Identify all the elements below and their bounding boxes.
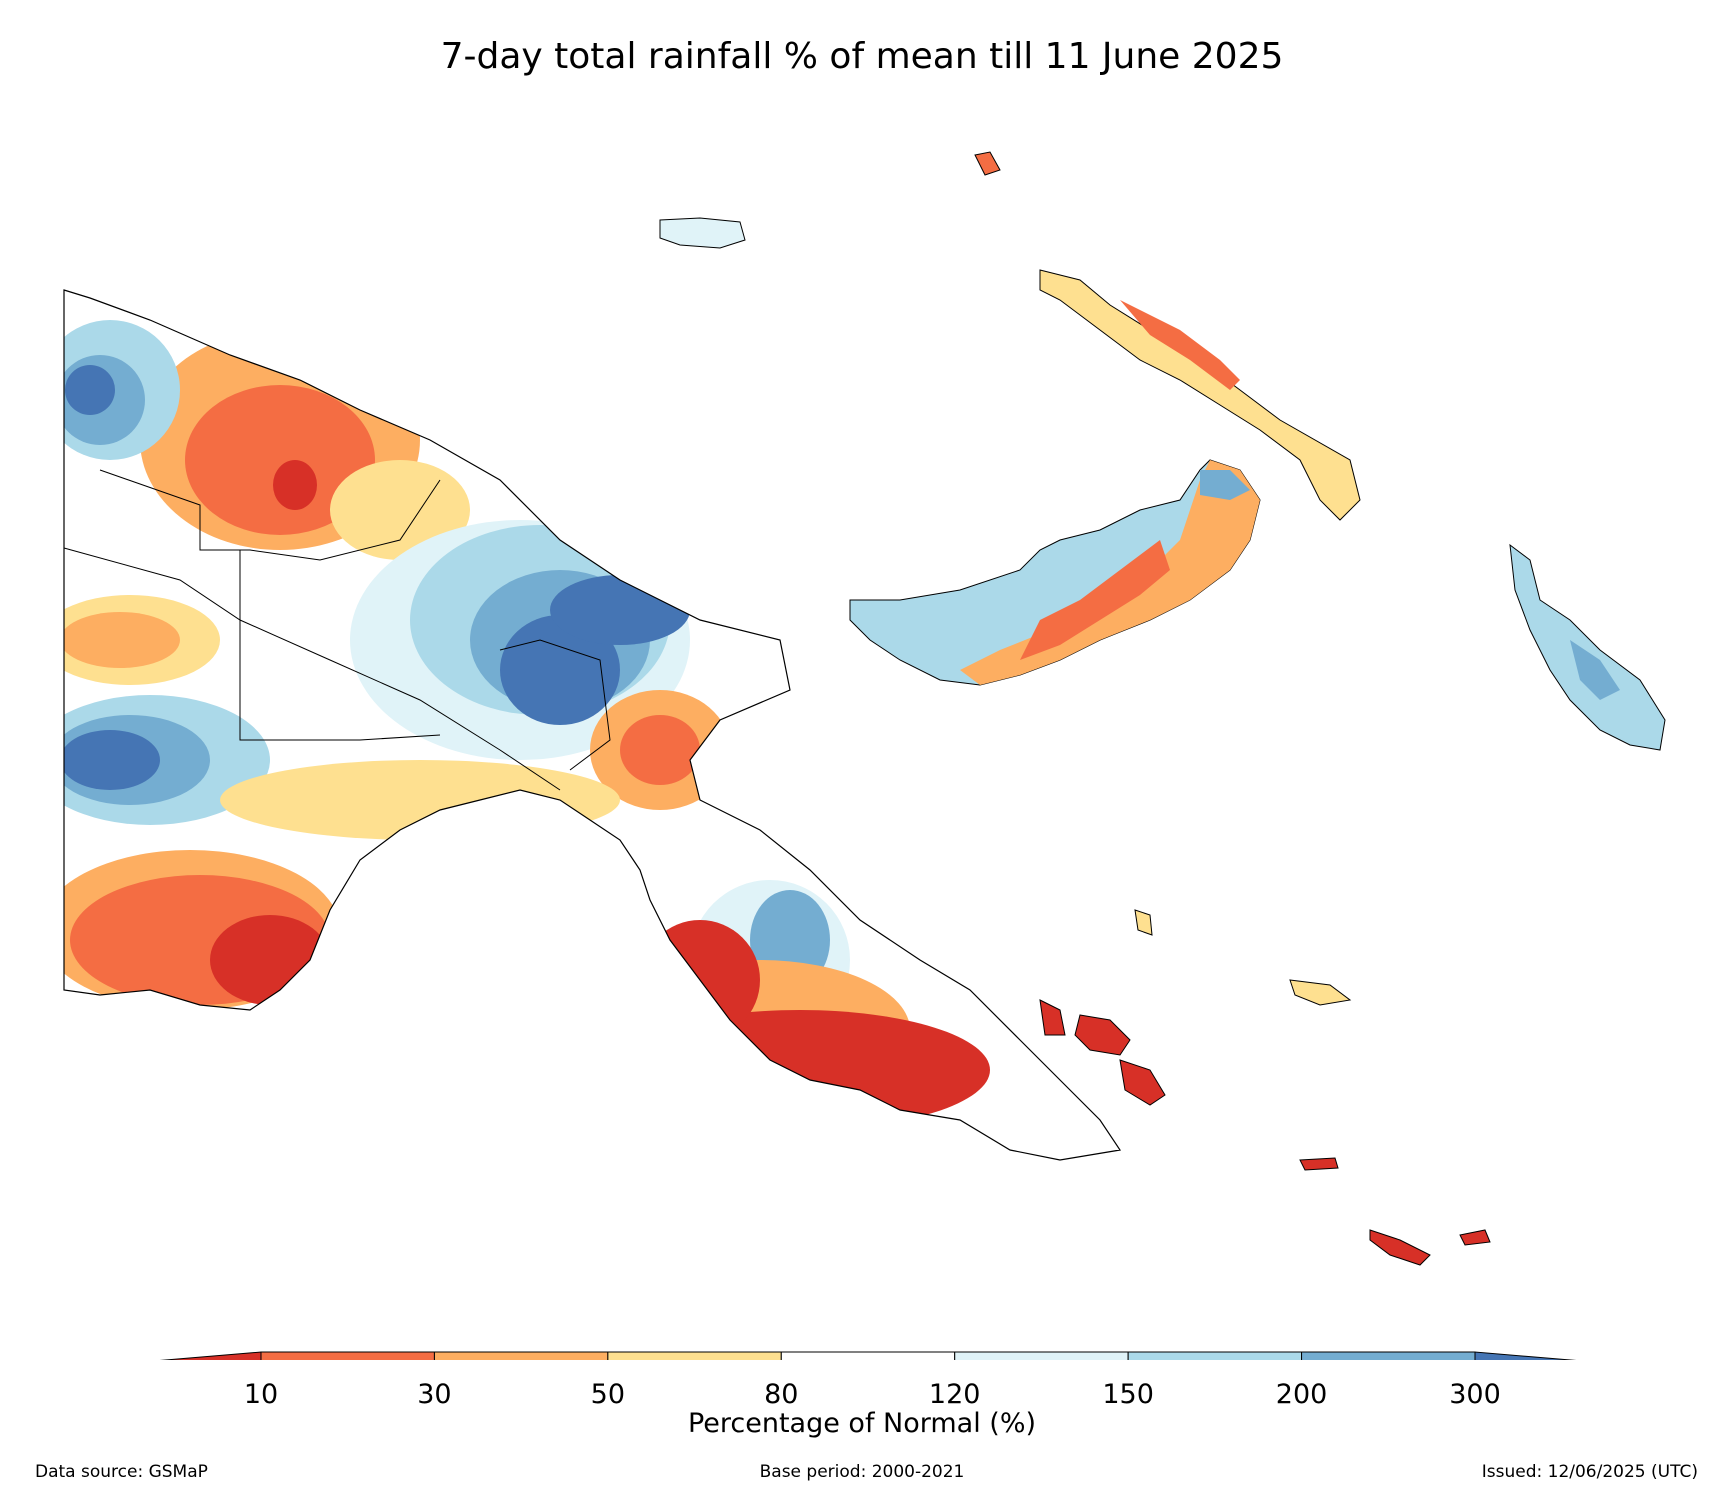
colorbar-tick-label: 150 — [1102, 1379, 1154, 1410]
province-borders — [63, 469, 611, 791]
colorbar-label: Percentage of Normal (%) — [687, 1408, 1037, 1439]
mainland-coastline — [63, 289, 1122, 1161]
colorbar-tick-label: 300 — [1449, 1379, 1501, 1410]
colorbar-extend-low — [159, 1351, 262, 1360]
issued-date: Issued: 12/06/2025 (UTC) — [1481, 1462, 1698, 1482]
colorbar-tick-label: 50 — [590, 1379, 626, 1410]
colorbar-segment — [1301, 1351, 1476, 1360]
chart-title: 7-day total rainfall % of mean till 11 J… — [440, 36, 1284, 77]
colorbar-segment — [780, 1351, 956, 1360]
mainland-rainfall — [64, 290, 1120, 1160]
bougainville-island — [1509, 543, 1666, 751]
data-source: Data source: GSMaP — [35, 1462, 208, 1482]
colorbar-tick-label: 200 — [1275, 1379, 1328, 1410]
colorbar-segment — [607, 1351, 782, 1360]
colorbar-tick-label: 80 — [764, 1379, 799, 1410]
colorbar-segment — [954, 1351, 1129, 1360]
colorbar-tick-label: 30 — [417, 1379, 452, 1410]
base-period: Base period: 2000-2021 — [759, 1462, 965, 1482]
colorbar-segment — [260, 1351, 435, 1360]
colorbar-tick-label: 10 — [243, 1379, 279, 1410]
colorbar-tick-label: 120 — [928, 1379, 981, 1410]
manus-island — [659, 217, 746, 249]
colorbar-segment — [1127, 1351, 1303, 1360]
colorbar-segment — [433, 1351, 609, 1360]
island-north-red — [974, 151, 1001, 176]
rainfall-map — [63, 151, 1666, 1360]
colorbar — [159, 1351, 1577, 1360]
colorbar-extend-high — [1474, 1351, 1577, 1360]
milne-bay-islands — [1039, 909, 1491, 1266]
